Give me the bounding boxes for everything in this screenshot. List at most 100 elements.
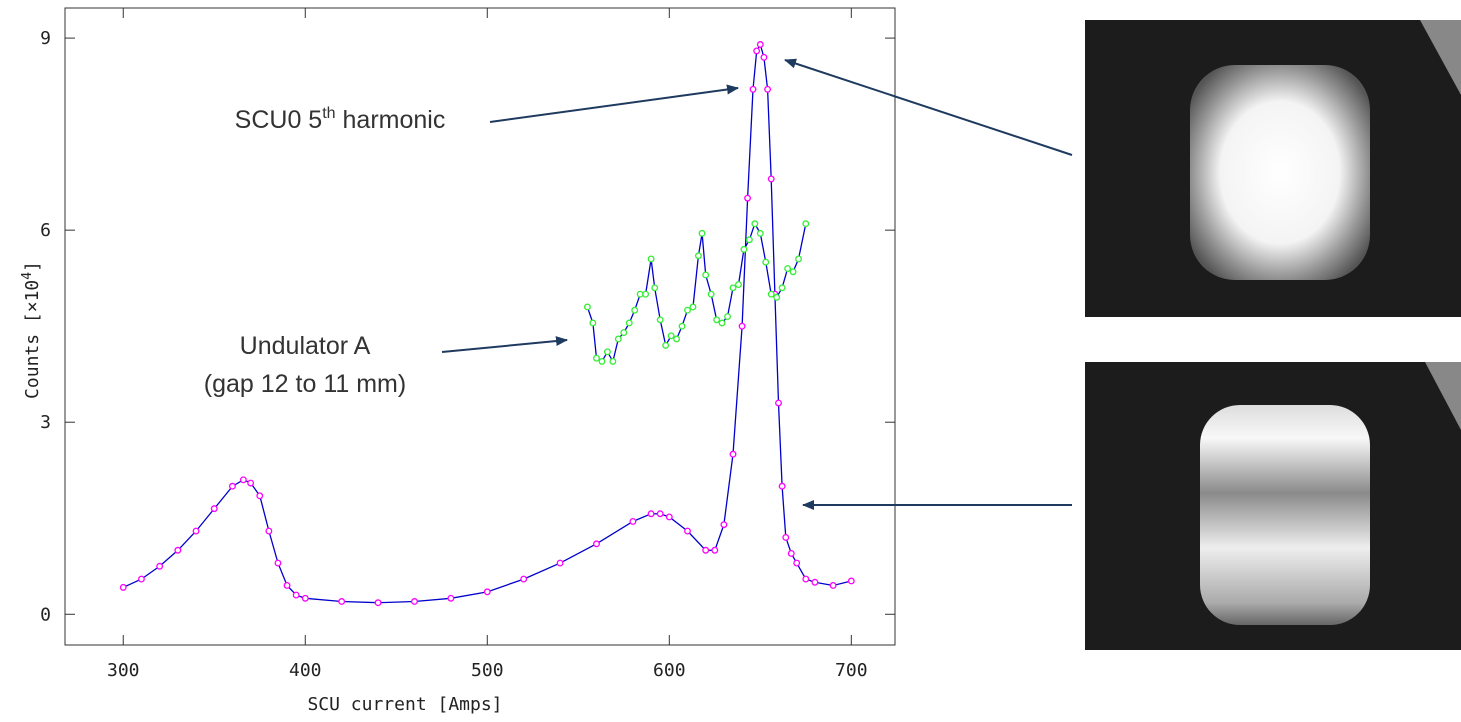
data-point (847, 577, 855, 585)
data-point (642, 290, 650, 298)
data-point (702, 271, 710, 279)
data-point (647, 510, 655, 518)
data-point (745, 236, 753, 244)
data-point (411, 598, 418, 605)
data-point (729, 284, 737, 292)
y-tick-label: 6 (40, 220, 51, 241)
data-point (684, 527, 691, 535)
data-point (631, 306, 639, 314)
data-point (301, 594, 309, 602)
y-tick-label: 3 (40, 412, 51, 433)
data-point (229, 482, 236, 490)
data-point (520, 575, 528, 583)
data-point (689, 303, 697, 311)
y-tick-label: 0 (40, 604, 51, 625)
data-point (651, 284, 659, 292)
data-point (583, 303, 591, 311)
annotation: Undulator A (240, 332, 371, 360)
data-point (598, 357, 606, 365)
data-point (793, 559, 801, 567)
data-point (811, 578, 819, 586)
data-point (620, 329, 628, 337)
data-point (665, 513, 673, 521)
annotation-end: harmonic (336, 106, 446, 134)
data-point (751, 220, 759, 228)
data-point (593, 540, 600, 548)
data-point (767, 175, 775, 183)
arrow (441, 336, 568, 353)
beam-image (1085, 362, 1461, 650)
data-point (829, 582, 837, 589)
data-point (778, 284, 786, 292)
data-point (265, 527, 273, 535)
data-point (756, 229, 764, 237)
data-point (662, 341, 670, 349)
y-axis-title: Counts [×104] (20, 261, 43, 399)
data-point (647, 255, 655, 263)
data-point (760, 53, 768, 61)
data-point (729, 450, 737, 458)
data-point (762, 258, 770, 266)
data-point (749, 85, 757, 93)
data-point (636, 290, 644, 298)
data-point (740, 245, 748, 253)
data-point (174, 546, 182, 554)
data-point (707, 290, 715, 298)
data-point (789, 268, 797, 276)
data-point (556, 559, 564, 567)
data-point (802, 220, 810, 228)
data-point (784, 265, 792, 273)
data-point (694, 252, 702, 260)
x-tick-label: 600 (653, 660, 686, 681)
data-point (625, 319, 633, 327)
data-point (210, 505, 218, 513)
data-point (698, 229, 706, 237)
data-point (795, 255, 802, 263)
plot: 300 400 500 600 700 0 3 6 9 (40, 8, 895, 681)
data-point (603, 348, 611, 356)
data-point (239, 476, 247, 484)
data-point (802, 575, 810, 583)
data-point (483, 588, 491, 596)
x-tick-label: 500 (471, 660, 504, 681)
x-tick-label: 400 (289, 660, 322, 681)
data-point (614, 335, 622, 343)
data-point (753, 47, 761, 55)
x-axis-title: SCU current [Amps] (307, 694, 502, 715)
annotation-text: SCU0 5 (235, 106, 323, 134)
data-point (764, 85, 772, 93)
y-tick-label: 9 (40, 28, 51, 49)
arrow (489, 84, 739, 123)
data-point (773, 293, 781, 301)
arrow (784, 58, 1073, 156)
data-point (702, 546, 710, 554)
data-point (374, 599, 382, 607)
annotation-sup: th (322, 105, 335, 122)
data-point (656, 316, 664, 324)
data-point (119, 583, 127, 591)
data-point (782, 533, 790, 541)
data-point (292, 591, 300, 599)
annotation: (gap 12 to 11 mm) (204, 370, 406, 398)
x-tick-label: 700 (835, 660, 868, 681)
y-axis-title-end: ] (22, 261, 43, 272)
data-point (744, 194, 752, 202)
data-point (137, 575, 145, 583)
data-point (256, 492, 264, 500)
data-point (724, 313, 731, 321)
data-point (775, 399, 782, 407)
data-point (735, 281, 742, 289)
data-point (767, 290, 775, 298)
data-point (593, 354, 600, 362)
data-point (713, 316, 721, 324)
data-point (656, 510, 664, 518)
plot-frame (64, 7, 896, 646)
data-point (609, 357, 617, 365)
x-tick-label: 300 (107, 660, 140, 681)
data-point (667, 332, 675, 340)
data-point (274, 559, 282, 567)
data-point (720, 521, 728, 529)
data-point (338, 598, 346, 605)
